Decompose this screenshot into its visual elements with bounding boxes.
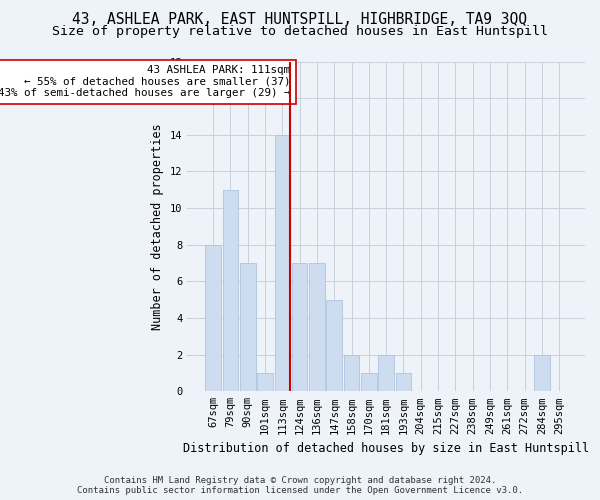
Text: Contains HM Land Registry data © Crown copyright and database right 2024.
Contai: Contains HM Land Registry data © Crown c… (77, 476, 523, 495)
Text: Size of property relative to detached houses in East Huntspill: Size of property relative to detached ho… (52, 25, 548, 38)
Bar (379, 354, 394, 392)
Bar (309, 263, 325, 392)
Bar (534, 354, 550, 392)
Text: 43, ASHLEA PARK, EAST HUNTSPILL, HIGHBRIDGE, TA9 3QQ: 43, ASHLEA PARK, EAST HUNTSPILL, HIGHBRI… (73, 12, 527, 28)
Y-axis label: Number of detached properties: Number of detached properties (151, 123, 164, 330)
Bar (344, 354, 359, 392)
Bar (292, 263, 307, 392)
Bar (240, 263, 256, 392)
Text: 43 ASHLEA PARK: 111sqm
← 55% of detached houses are smaller (37)
43% of semi-det: 43 ASHLEA PARK: 111sqm ← 55% of detached… (0, 65, 290, 98)
Bar (395, 373, 411, 392)
Bar (275, 135, 290, 392)
Bar (257, 373, 273, 392)
Bar (326, 300, 342, 392)
Bar (223, 190, 238, 392)
Bar (205, 244, 221, 392)
Bar (361, 373, 377, 392)
X-axis label: Distribution of detached houses by size in East Huntspill: Distribution of detached houses by size … (183, 442, 589, 455)
